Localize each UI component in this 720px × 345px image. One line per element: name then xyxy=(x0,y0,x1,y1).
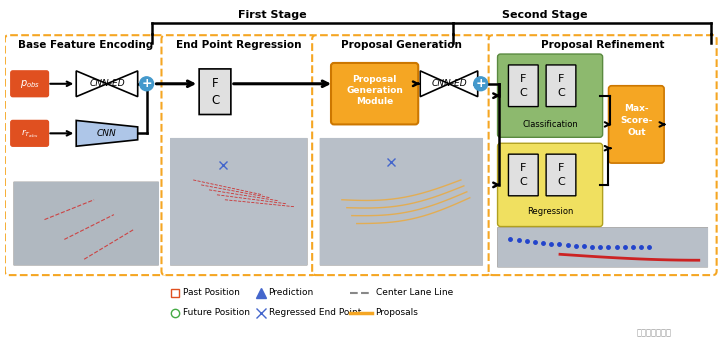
Text: 自动驾驶之家网: 自动驾驶之家网 xyxy=(636,328,672,337)
Text: Score-: Score- xyxy=(620,116,652,125)
Polygon shape xyxy=(76,120,138,146)
FancyBboxPatch shape xyxy=(508,65,538,107)
Text: Past Position: Past Position xyxy=(184,288,240,297)
FancyBboxPatch shape xyxy=(546,154,576,196)
FancyBboxPatch shape xyxy=(5,35,166,275)
FancyBboxPatch shape xyxy=(11,71,48,97)
Text: Prediction: Prediction xyxy=(269,288,314,297)
Text: C: C xyxy=(557,177,565,187)
FancyBboxPatch shape xyxy=(14,182,158,265)
FancyBboxPatch shape xyxy=(161,35,316,275)
Text: Center Lane Line: Center Lane Line xyxy=(376,288,453,297)
Circle shape xyxy=(140,77,153,91)
Text: End Point Regression: End Point Regression xyxy=(176,40,302,50)
Text: +: + xyxy=(141,77,152,90)
Text: F: F xyxy=(520,74,526,84)
Polygon shape xyxy=(320,138,482,265)
Text: Regressed End Point: Regressed End Point xyxy=(269,308,361,317)
Text: F: F xyxy=(520,163,526,173)
Polygon shape xyxy=(420,71,449,97)
FancyBboxPatch shape xyxy=(11,120,48,146)
Polygon shape xyxy=(107,71,138,97)
Text: C: C xyxy=(519,177,527,187)
FancyBboxPatch shape xyxy=(498,227,708,267)
FancyBboxPatch shape xyxy=(498,143,603,227)
Text: $r_{T_{abs}}$: $r_{T_{abs}}$ xyxy=(21,127,38,140)
FancyBboxPatch shape xyxy=(546,65,576,107)
Text: Proposal: Proposal xyxy=(352,75,397,84)
Text: CNN-ED: CNN-ED xyxy=(431,79,467,88)
Polygon shape xyxy=(76,71,107,97)
Text: Base Feature Encoding: Base Feature Encoding xyxy=(17,40,153,50)
FancyBboxPatch shape xyxy=(320,138,482,265)
Text: C: C xyxy=(211,94,219,107)
Polygon shape xyxy=(171,138,307,265)
Text: F: F xyxy=(558,74,564,84)
FancyBboxPatch shape xyxy=(608,86,664,163)
Text: Classification: Classification xyxy=(522,120,578,129)
FancyBboxPatch shape xyxy=(489,35,716,275)
Text: C: C xyxy=(557,88,565,98)
Text: Generation: Generation xyxy=(346,86,403,95)
Circle shape xyxy=(474,77,487,91)
Text: Proposal Generation: Proposal Generation xyxy=(341,40,462,50)
Polygon shape xyxy=(449,71,477,97)
Text: Max-: Max- xyxy=(624,104,649,113)
Text: Proposals: Proposals xyxy=(376,308,418,317)
Text: C: C xyxy=(519,88,527,98)
Text: Module: Module xyxy=(356,97,393,106)
Text: Future Position: Future Position xyxy=(184,308,251,317)
Text: Proposal Refinement: Proposal Refinement xyxy=(541,40,665,50)
FancyBboxPatch shape xyxy=(171,138,307,265)
Text: $p_{obs}$: $p_{obs}$ xyxy=(19,78,40,90)
Polygon shape xyxy=(14,182,158,265)
Text: +: + xyxy=(475,77,486,90)
FancyBboxPatch shape xyxy=(508,154,538,196)
FancyBboxPatch shape xyxy=(312,35,490,275)
Polygon shape xyxy=(498,227,708,267)
Text: Out: Out xyxy=(627,128,646,137)
Text: CNN-ED: CNN-ED xyxy=(89,79,125,88)
Text: Second Stage: Second Stage xyxy=(503,10,588,20)
FancyBboxPatch shape xyxy=(199,69,231,115)
FancyBboxPatch shape xyxy=(498,54,603,137)
FancyBboxPatch shape xyxy=(331,63,418,125)
Text: F: F xyxy=(212,77,218,90)
Text: Regression: Regression xyxy=(527,207,573,216)
Text: CNN: CNN xyxy=(97,129,117,138)
Text: First Stage: First Stage xyxy=(238,10,307,20)
Text: F: F xyxy=(558,163,564,173)
